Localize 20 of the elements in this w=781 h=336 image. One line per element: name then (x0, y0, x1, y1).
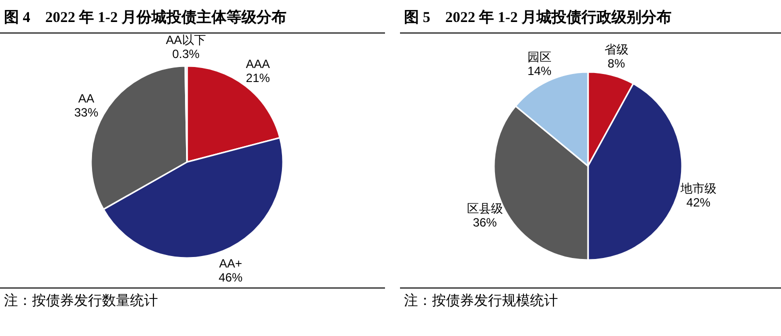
slice-label: 园区 (527, 50, 552, 64)
data-label: 8% (608, 56, 626, 71)
chart-title: 图 4 2022 年 1-2 月份城投债主体等级分布 (4, 8, 286, 26)
slice-label: 省级 (604, 42, 628, 57)
slice-label: AA以下 (166, 33, 206, 48)
data-label: 36% (472, 216, 498, 230)
slice-label: 地市级 (679, 181, 716, 196)
text: 注：按债券发行数量统计 (4, 293, 158, 309)
slice-label: 区县级 (466, 202, 503, 216)
data-label: 21% (246, 71, 270, 86)
chart-title: 图 5 2022 年 1-2 月城投债行政级别分布 (404, 9, 672, 26)
data-label: 14% (527, 64, 552, 78)
text: 注：按债券发行规模统计 (404, 293, 558, 309)
slice-label: AA+ (219, 256, 242, 270)
data-label: 0.3% (172, 47, 200, 62)
data-label: 33% (74, 106, 99, 120)
data-label: 46% (218, 270, 243, 284)
slice-label: AA (78, 92, 94, 106)
slice-label: AAA (246, 57, 270, 72)
data-label: 42% (686, 195, 711, 210)
